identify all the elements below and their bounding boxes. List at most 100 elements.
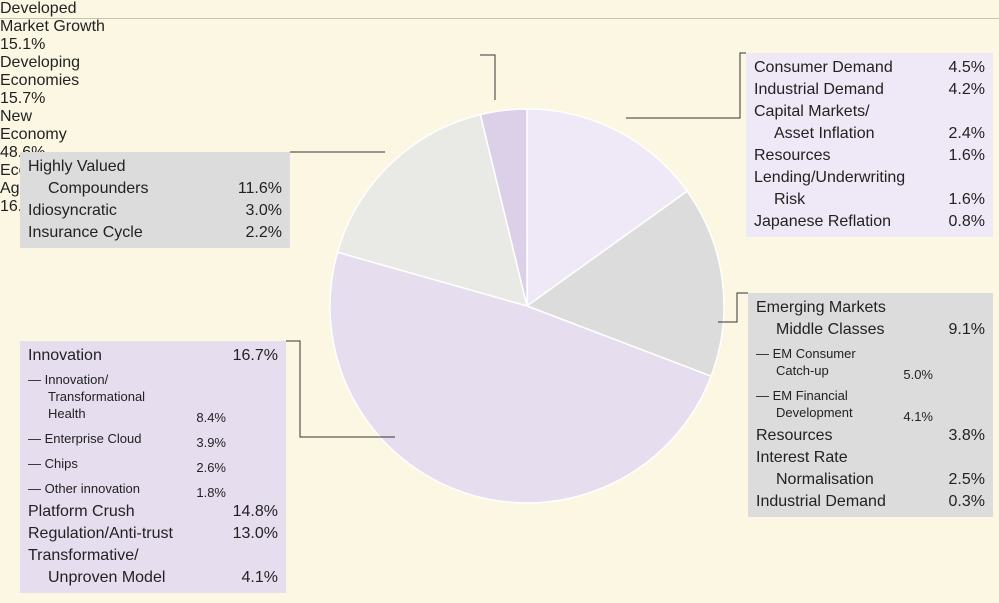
item-label: Japanese Reflation: [754, 213, 891, 230]
item-label: Middle Classes: [776, 321, 885, 338]
item-value: 5.0%: [903, 367, 933, 382]
pie-slice: [336, 113, 529, 308]
breakdown-box: Emerging Markets Middle Classes 9.1% — EM C…: [748, 293, 993, 517]
item-value: 1.6%: [948, 147, 985, 164]
item-label: Risk: [774, 191, 806, 208]
pie-slice: [526, 108, 689, 308]
item-label: Compounders: [48, 180, 149, 197]
item-label: Transformative/: [28, 547, 139, 564]
item-value: 16.7%: [232, 347, 278, 364]
item: Capital Markets/Asset Inflation 2.4%: [754, 101, 985, 145]
item-label: Innovation: [28, 347, 102, 364]
breakdown-box: Consumer Demand 4.5% Industrial Demand 4.2%…: [746, 53, 993, 237]
item-label: Catch-up: [776, 363, 829, 378]
slice-label: Developed Market Growth 15.1%: [0, 0, 120, 54]
item-label: Regulation/Anti-trust: [28, 525, 173, 542]
item-label: — Enterprise Cloud: [28, 431, 142, 446]
item-label: Normalisation: [776, 471, 874, 488]
item-value: 9.1%: [948, 321, 985, 338]
item-label: Highly Valued: [28, 158, 126, 175]
item-label: — Chips: [28, 456, 78, 471]
item-value: 1.8%: [196, 485, 226, 500]
item-label: Resources: [754, 147, 831, 164]
item-value: 2.6%: [196, 460, 226, 475]
item-label: Transformational: [48, 389, 146, 404]
item: Resources 1.6%: [754, 145, 985, 167]
item-value: 2.5%: [948, 471, 985, 488]
item-label: Consumer Demand: [754, 59, 893, 76]
slice-label: Developing Economies 15.7%: [0, 54, 110, 108]
item: Resources 3.8%: [756, 425, 985, 447]
item-value: 0.8%: [948, 213, 985, 230]
item: Japanese Reflation 0.8%: [754, 211, 985, 233]
item-label: — EM Financial: [756, 388, 848, 403]
item: Industrial Demand 4.2%: [754, 79, 985, 101]
item: Transformative/Unproven Model 4.1%: [28, 545, 278, 589]
item-value: 4.1%: [241, 569, 278, 586]
item-label: — EM Consumer: [756, 346, 856, 361]
item-label: Industrial Demand: [754, 81, 884, 98]
leader-line: [480, 54, 496, 100]
item-value: 11.6%: [237, 180, 282, 197]
item-value: 4.5%: [948, 59, 985, 76]
slice-name: New Economy: [0, 108, 67, 143]
sub-item: — Innovation/Transformational Health 8.4%: [28, 367, 226, 426]
item: Idiosyncratic 3.0%: [28, 200, 282, 222]
item-label: — Other innovation: [28, 481, 141, 496]
item-label: Industrial Demand: [756, 493, 886, 510]
item: Platform Crush 14.8%: [28, 501, 278, 523]
leader-line: [626, 52, 746, 119]
leader-line: [718, 292, 748, 323]
pie-slice: [525, 190, 725, 378]
pie-slice: [479, 108, 528, 307]
slice-name: Developing Economies: [0, 54, 81, 89]
item-value: 2.4%: [948, 125, 985, 142]
item: Innovation 16.7%: [28, 345, 278, 367]
pie-slice: [329, 251, 713, 504]
item-label: — Innovation/: [28, 372, 109, 387]
item-label: Platform Crush: [28, 503, 135, 520]
item-label: Health: [48, 406, 86, 421]
item-label: Lending/Underwriting: [754, 169, 906, 186]
item-value: 14.8%: [232, 503, 278, 520]
sub-item: — EM Financial Development 4.1%: [756, 383, 933, 425]
item-value: 3.9%: [196, 435, 226, 450]
item-label: Capital Markets/: [754, 103, 870, 120]
item-label: Emerging Markets: [756, 299, 886, 316]
item: Highly Valued Compounders 11.6%: [28, 156, 282, 200]
leader-line: [286, 340, 395, 438]
sub-item: — Chips 2.6%: [28, 451, 226, 476]
item-label: Insurance Cycle: [28, 224, 143, 241]
item: Interest Rate Normalisation 2.5%: [756, 447, 985, 491]
slice-value: 15.7%: [0, 90, 46, 107]
item-value: 3.0%: [245, 202, 282, 219]
breakdown-box: Highly Valued Compounders 11.6% Idiosyncrat…: [20, 152, 290, 248]
item: Emerging Markets Middle Classes 9.1%: [756, 297, 985, 341]
item: Lending/Underwriting Risk 1.6%: [754, 167, 985, 211]
item-label: Development: [776, 405, 853, 420]
item-label: Interest Rate: [756, 449, 848, 466]
item: Insurance Cycle 2.2%: [28, 222, 282, 244]
top-band: [0, 0, 999, 19]
item-value: 4.1%: [903, 409, 933, 424]
item-label: Asset Inflation: [774, 125, 875, 142]
item-value: 1.6%: [948, 191, 985, 208]
item-label: Resources: [756, 427, 833, 444]
item: Regulation/Anti-trust 13.0%: [28, 523, 278, 545]
item-value: 13.0%: [232, 525, 278, 542]
item: Industrial Demand 0.3%: [756, 491, 985, 513]
sub-item: — Other innovation 1.8%: [28, 476, 226, 501]
item: Consumer Demand 4.5%: [754, 57, 985, 79]
item-value: 4.2%: [948, 81, 985, 98]
item-value: 2.2%: [245, 224, 282, 241]
item-value: 0.3%: [948, 493, 985, 510]
sub-item: — Enterprise Cloud 3.9%: [28, 426, 226, 451]
slice-value: 15.1%: [0, 36, 46, 53]
slice-name: Developed Market Growth: [0, 0, 105, 35]
item-value: 8.4%: [196, 410, 226, 425]
breakdown-box: Innovation 16.7% — Innovation/Transformati…: [20, 341, 286, 593]
item-value: 3.8%: [948, 427, 985, 444]
item-label: Idiosyncratic: [28, 202, 117, 219]
